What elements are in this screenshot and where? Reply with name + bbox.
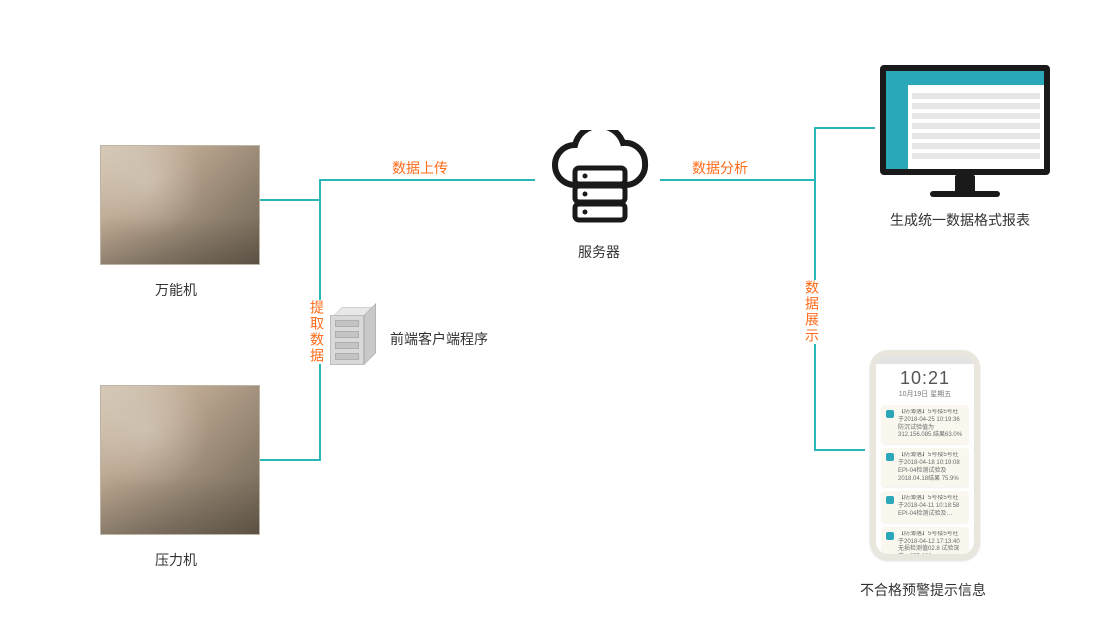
edge-label-e_display: 数据展示	[798, 280, 826, 344]
phone-notification: 【防薄落】5号楼5号柱于2018-04-12 17:13:40 无损检测值02.…	[881, 527, 969, 560]
alert-label: 不合格预警提示信息	[860, 580, 986, 600]
machine1-photo	[100, 145, 260, 265]
edge-label-e_upload: 数据上传	[388, 158, 452, 178]
phone-clock-date: 10月19日 星期五	[876, 389, 974, 399]
phone-notification: 【防薄落】5号楼5号柱于2018-04-18 10:19:08 EPI-04检测…	[881, 448, 969, 487]
report-label: 生成统一数据格式报表	[890, 210, 1030, 230]
phone-notification: 【防薄落】5号楼5号柱于2018-04-25 10:19:36 防沉试验值为31…	[881, 405, 969, 444]
client-label: 前端客户端程序	[390, 329, 488, 349]
report-monitor-icon	[880, 65, 1050, 197]
machine2-photo	[100, 385, 260, 535]
phone-notification: 【防薄落】5号楼5号柱于2018-04-11 10:18:58 EPI-04检测…	[881, 491, 969, 522]
edge-label-e_analyze: 数据分析	[688, 158, 752, 178]
machine1-label: 万能机	[155, 280, 197, 300]
machine2-label: 压力机	[155, 550, 197, 570]
cloud-server-icon	[540, 130, 660, 230]
edge-label-e_extract: 提取数据	[303, 300, 331, 364]
alert-phone-icon: 10:2110月19日 星期五【防薄落】5号楼5号柱于2018-04-25 10…	[870, 350, 980, 560]
client-server-icon	[330, 307, 378, 367]
server-label: 服务器	[578, 242, 620, 262]
phone-clock-time: 10:21	[876, 368, 974, 389]
